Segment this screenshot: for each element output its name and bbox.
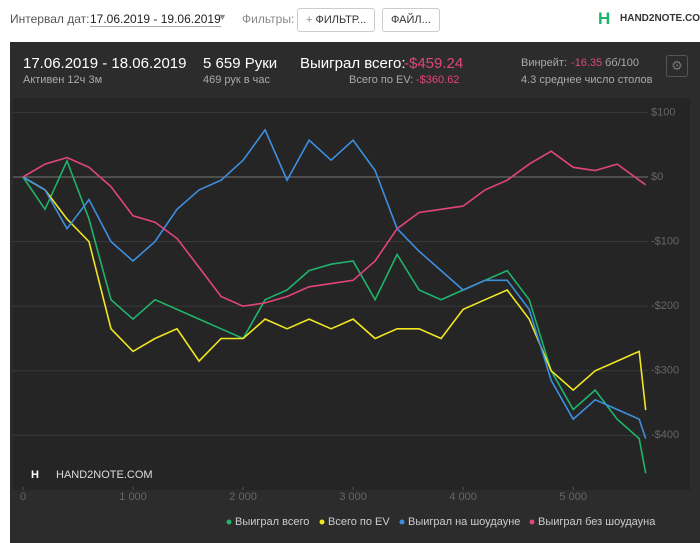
legend-label: Выиграл на шоудауне <box>408 516 520 528</box>
series-line <box>22 128 647 439</box>
logo-icon: H <box>598 9 611 28</box>
y-tick-label: -$200 <box>651 300 679 312</box>
x-tick-label: 0 <box>20 491 26 503</box>
legend-marker <box>226 519 232 525</box>
x-tick-label: 4 000 <box>449 491 477 503</box>
y-tick-label: -$300 <box>651 365 679 377</box>
winrate-unit: бб/100 <box>605 57 640 69</box>
x-tick-label: 3 000 <box>339 491 367 503</box>
filter-button[interactable]: + ФИЛЬТР... <box>297 8 376 32</box>
series-line <box>22 176 647 411</box>
file-button[interactable]: ФАЙЛ... <box>382 8 440 32</box>
x-tick-label: 1 000 <box>119 491 147 503</box>
period: 17.06.2019 - 18.06.2019 <box>23 55 187 72</box>
series-line <box>22 158 647 474</box>
legend-label: Выиграл всего <box>235 516 309 528</box>
legend-marker <box>529 519 535 525</box>
date-range[interactable]: 17.06.2019 - 19.06.2019 <box>90 12 221 27</box>
logo-text: HAND2NOTE.COM <box>620 13 700 24</box>
legend-marker <box>399 519 405 525</box>
dropdown-arrow[interactable]: ▼ <box>218 12 227 22</box>
series-line <box>22 150 647 308</box>
y-tick-label: $0 <box>651 171 663 183</box>
x-tick-label: 2 000 <box>229 491 257 503</box>
hands: 5 659 Руки <box>203 55 278 72</box>
filters-label: Фильтры: <box>242 12 295 26</box>
ev-label: Всего по EV: <box>349 74 414 86</box>
plot-area <box>13 98 690 490</box>
x-tick-label: 5 000 <box>559 491 587 503</box>
date-label: Интервал дат: <box>10 12 90 26</box>
winrate-label: Винрейт: <box>521 57 568 69</box>
ev-value: -$360.62 <box>416 74 460 86</box>
winrate-value: -16.35 <box>571 57 603 69</box>
active-time: Активен 12ч 3м <box>23 74 103 86</box>
legend-label: Всего по EV <box>328 516 390 528</box>
y-tick-label: -$100 <box>651 235 679 247</box>
settings-button[interactable]: ⚙ <box>666 55 688 77</box>
hands-per-hour: 469 рук в час <box>203 74 271 86</box>
legend-label: Выиграл без шоудауна <box>538 516 656 528</box>
won-value: -$459.24 <box>404 55 464 72</box>
legend-marker <box>319 519 325 525</box>
watermark: HAND2NOTE.COM <box>56 469 153 481</box>
watermark-icon: H <box>31 469 39 481</box>
y-tick-label: $100 <box>651 106 675 118</box>
filter-button-text: ФИЛЬТР... <box>315 14 367 26</box>
won-label: Выиграл всего: <box>300 55 406 72</box>
tables: 4.3 среднее число столов <box>521 74 653 86</box>
y-tick-label: -$400 <box>651 429 679 441</box>
